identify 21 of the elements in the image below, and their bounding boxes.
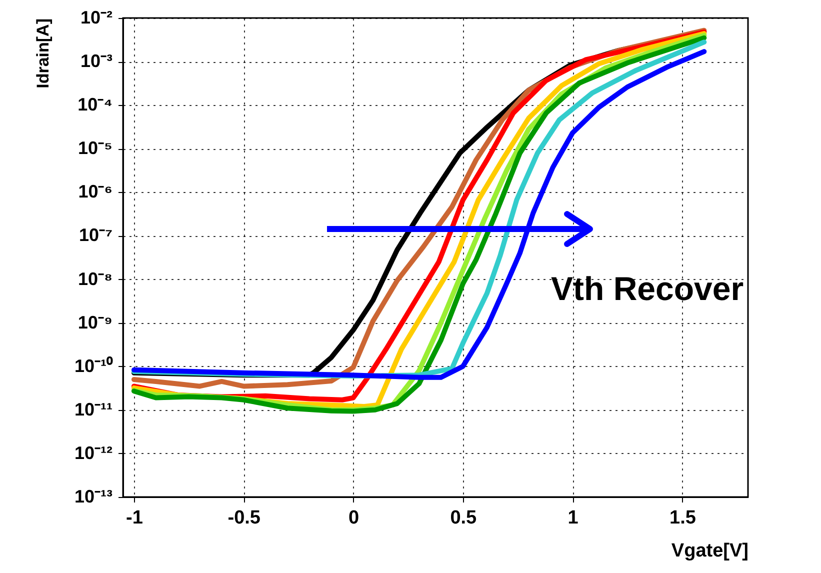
y-tick-label: 10⁻⁷ bbox=[79, 225, 112, 246]
y-tick-label: 10⁻⁵ bbox=[78, 138, 112, 158]
y-tick-label: 10⁻⁸ bbox=[78, 268, 112, 289]
x-tick-label: 0.5 bbox=[450, 508, 478, 528]
y-tick-label: 10⁻¹³ bbox=[74, 486, 112, 506]
x-tick-label: 1 bbox=[568, 508, 579, 528]
y-tick-label: 10⁻⁶ bbox=[78, 182, 112, 202]
x-tick-label: -0.5 bbox=[228, 508, 261, 528]
y-tick-label: 10⁻² bbox=[80, 8, 113, 28]
y-tick-label: 10⁻¹⁰ bbox=[74, 356, 114, 376]
y-tick-label: 10⁻¹² bbox=[74, 442, 112, 463]
x-tick-label: 1.5 bbox=[670, 508, 696, 528]
y-tick-label: 10⁻¹¹ bbox=[74, 399, 112, 420]
x-tick-label: -1 bbox=[126, 508, 144, 528]
annotation: Vth Recover bbox=[551, 270, 744, 307]
y-axis-title: Idrain[A] bbox=[33, 18, 52, 88]
x-axis-title: Vgate[V] bbox=[671, 540, 748, 562]
y-tick-label: 10⁻³ bbox=[80, 51, 113, 72]
y-tick-label: 10⁻⁴ bbox=[78, 94, 112, 115]
y-tick-label: 10⁻⁹ bbox=[78, 312, 112, 332]
x-tick-label: 0 bbox=[348, 508, 360, 528]
